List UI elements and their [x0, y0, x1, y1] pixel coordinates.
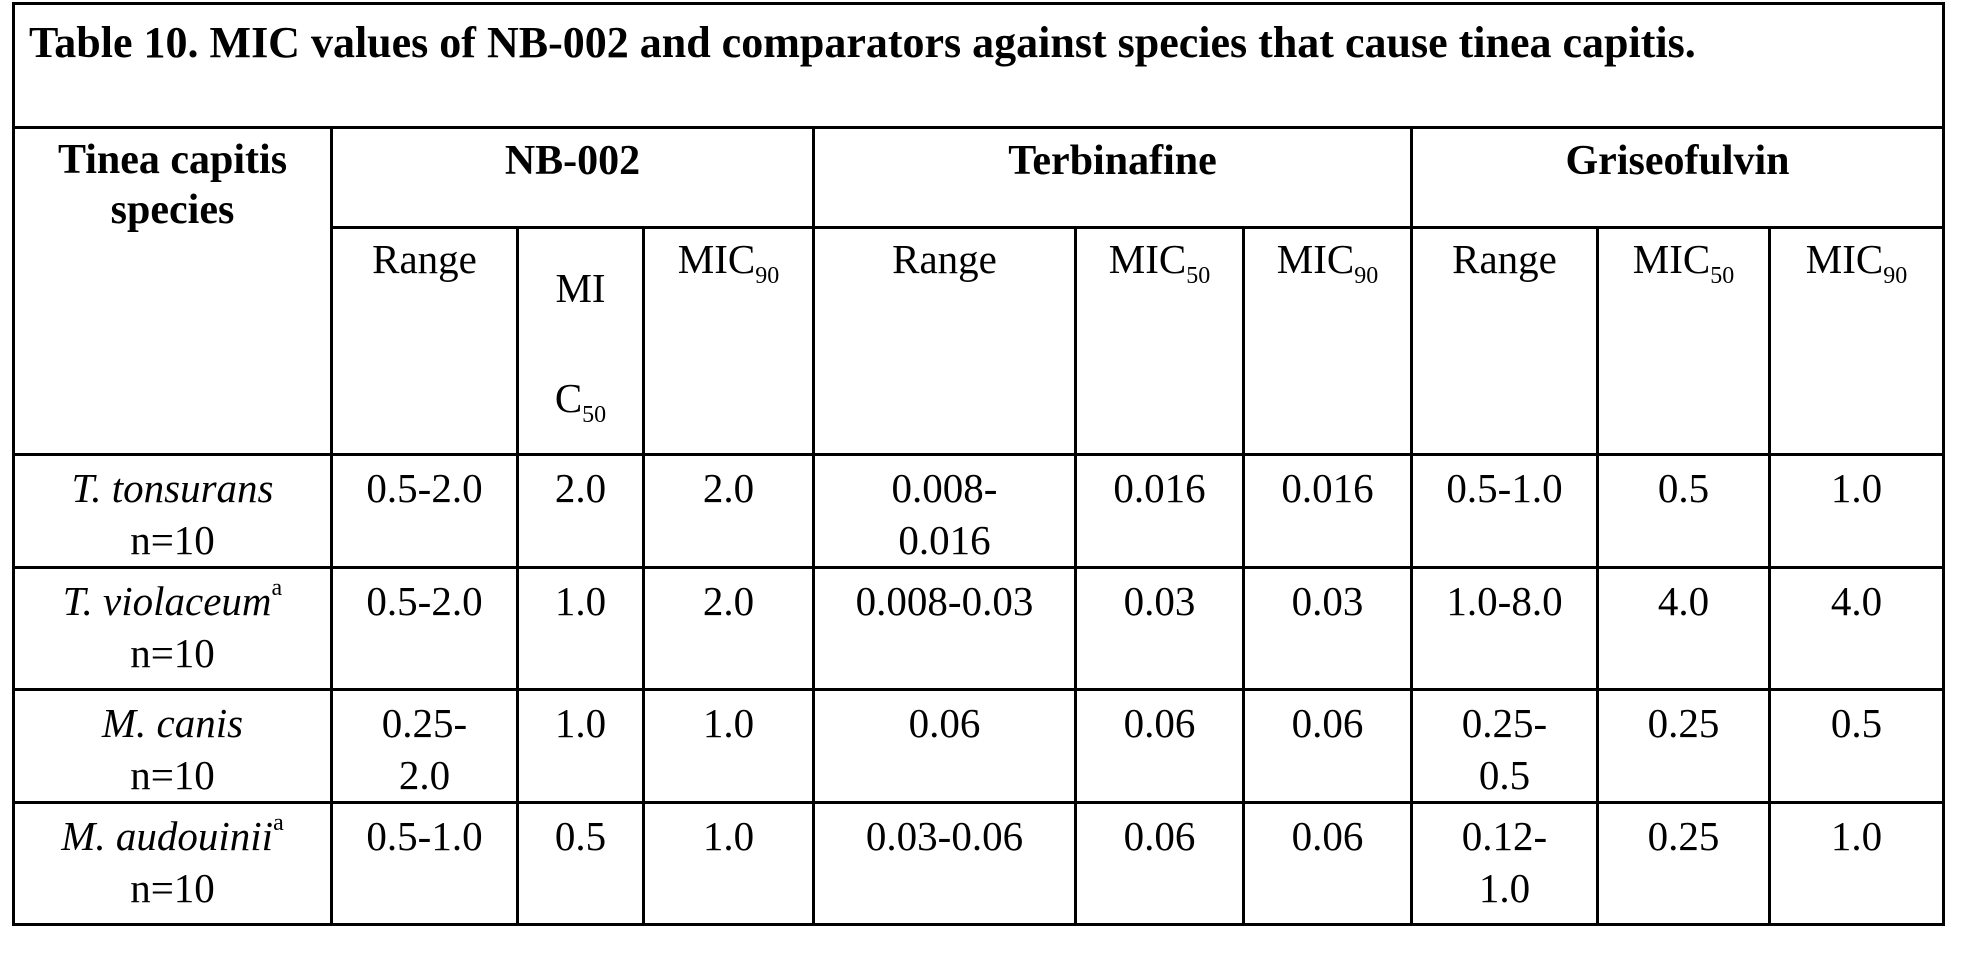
value-cell: 4.0 [1767, 566, 1946, 691]
value-cell: 0.03 [1074, 566, 1245, 691]
value-cell: 1.0 [516, 688, 645, 804]
value-cell: 0.25-0.5 [1410, 688, 1599, 804]
value-cell: 0.5 [1596, 453, 1771, 569]
value-cell: 1.0 [1767, 801, 1946, 926]
value-cell: 0.25 [1596, 688, 1771, 804]
species-cell: M. canis n=10 [12, 688, 333, 804]
nb002-range-header: Range [330, 226, 519, 456]
value-cell: 2.0 [642, 453, 815, 569]
group-header-griseofulvin: Griseofulvin [1409, 126, 1946, 229]
terbinafine-mic90-header: MIC90 [1242, 226, 1413, 456]
value-cell: 0.5-1.0 [1410, 453, 1599, 569]
table-row: M. canis n=10 0.25-2.0 1.0 1.0 0.06 0.06 … [12, 688, 1946, 804]
value-cell: 0.25 [1596, 801, 1771, 926]
mic-table: Table 10. MIC values of NB-002 and compa… [11, 2, 1946, 926]
value-cell: 0.03 [1242, 566, 1413, 691]
value-cell: 1.0 [1767, 453, 1946, 569]
table-row: T. violaceuma n=10 0.5-2.0 1.0 2.0 0.008-… [12, 566, 1946, 691]
value-cell: 4.0 [1596, 566, 1771, 691]
value-cell: 2.0 [642, 566, 815, 691]
value-cell: 0.5-1.0 [330, 801, 519, 926]
value-cell: 0.5-2.0 [330, 566, 519, 691]
value-cell: 0.008-0.03 [812, 566, 1077, 691]
value-cell: 1.0 [516, 566, 645, 691]
group-header-nb002: NB-002 [330, 126, 815, 229]
table-caption: Table 10. MIC values of NB-002 and compa… [11, 2, 1946, 129]
species-column-header: Tinea capitis species [12, 126, 333, 456]
value-cell: 0.5 [516, 801, 645, 926]
value-cell: 0.06 [1074, 688, 1245, 804]
griseofulvin-mic90-header: MIC90 [1767, 226, 1946, 456]
value-cell: 1.0-8.0 [1410, 566, 1599, 691]
griseofulvin-range-header: Range [1410, 226, 1599, 456]
value-cell: 0.06 [1074, 801, 1245, 926]
species-cell: T. violaceuma n=10 [12, 566, 333, 691]
value-cell: 0.12-1.0 [1410, 801, 1599, 926]
value-cell: 0.008-0.016 [812, 453, 1077, 569]
value-cell: 0.5 [1767, 688, 1946, 804]
group-header-terbinafine: Terbinafine [812, 126, 1413, 229]
value-cell: 2.0 [516, 453, 645, 569]
griseofulvin-mic50-header: MIC50 [1596, 226, 1771, 456]
value-cell: 1.0 [642, 801, 815, 926]
table-row: T. tonsurans n=10 0.5-2.0 2.0 2.0 0.008-0… [12, 453, 1946, 569]
value-cell: 0.016 [1242, 453, 1413, 569]
value-cell: 0.03-0.06 [812, 801, 1077, 926]
species-cell: M. audouiniia n=10 [12, 801, 333, 926]
nb002-mic90-header: MIC90 [642, 226, 815, 456]
terbinafine-mic50-header: MIC50 [1074, 226, 1245, 456]
value-cell: 0.06 [1242, 688, 1413, 804]
nb002-mic50-header: MI C50 [516, 226, 645, 456]
value-cell: 0.06 [1242, 801, 1413, 926]
species-cell: T. tonsurans n=10 [12, 453, 333, 569]
value-cell: 1.0 [642, 688, 815, 804]
value-cell: 0.5-2.0 [330, 453, 519, 569]
value-cell: 0.016 [1074, 453, 1245, 569]
table-row: M. audouiniia n=10 0.5-1.0 0.5 1.0 0.03-0… [12, 801, 1946, 926]
terbinafine-range-header: Range [812, 226, 1077, 456]
value-cell: 0.25-2.0 [330, 688, 519, 804]
value-cell: 0.06 [812, 688, 1077, 804]
document-page: Table 10. MIC values of NB-002 and compa… [11, 2, 1946, 942]
